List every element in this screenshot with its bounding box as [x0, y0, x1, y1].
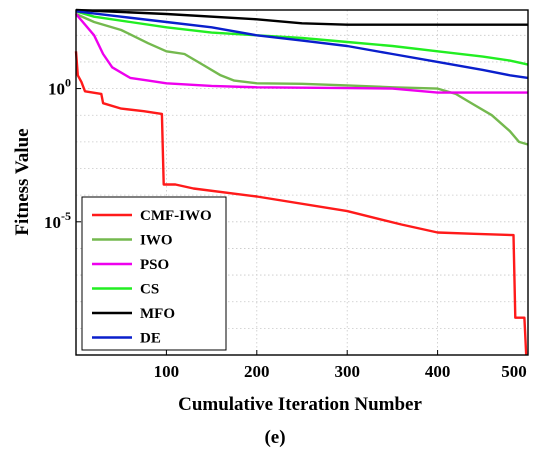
x-axis-ticks: 100 200 300 400 500 [154, 350, 529, 381]
series-line-mfo [75, 8, 528, 26]
legend: CMF-IWO IWO PSO CS MFO DE [81, 196, 227, 351]
legend-label-iwo: IWO [140, 233, 173, 249]
y-tick-base: 10 [48, 80, 65, 99]
y-tick-label-0: 100 [48, 76, 71, 99]
series-line-cs [75, 10, 529, 66]
x-tick-label-4: 500 [501, 362, 527, 381]
x-tick-label-0: 100 [154, 362, 180, 381]
x-tick-label-2: 300 [334, 362, 360, 381]
legend-label-cs: CS [140, 282, 159, 298]
y-tick-base: 10 [44, 213, 61, 232]
x-tick-label-3: 400 [425, 362, 451, 381]
series-line-cmf-iwo [74, 51, 528, 356]
x-axis-label: Cumulative Iteration Number [178, 394, 422, 415]
panel-label: (e) [264, 427, 285, 448]
legend-box [81, 196, 227, 351]
series-line-pso [75, 13, 528, 94]
y-axis-label: Fitness Value [12, 128, 33, 235]
y-tick-label-1: 10-5 [44, 209, 71, 232]
x-tick-label-1: 200 [244, 362, 270, 381]
series-lines [74, 8, 529, 356]
y-tick-exponent: -5 [61, 209, 71, 223]
plot-frame [75, 9, 529, 356]
legend-label-cmf-iwo: CMF-IWO [140, 208, 212, 224]
legend-label-mfo: MFO [140, 306, 175, 322]
y-tick-exponent: 0 [65, 76, 71, 90]
series-line-de [75, 10, 529, 80]
legend-label-de: DE [140, 331, 161, 347]
grid-lines [76, 10, 528, 356]
legend-label-pso: PSO [140, 257, 169, 273]
series-line-iwo [75, 12, 529, 146]
